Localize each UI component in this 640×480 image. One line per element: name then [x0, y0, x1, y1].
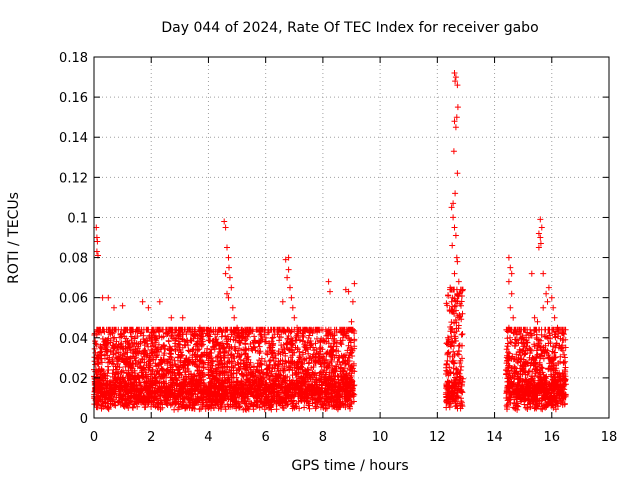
roti-series-points [91, 70, 569, 413]
x-tick-label: 4 [204, 430, 212, 445]
y-tick-label: 0.16 [59, 91, 88, 106]
axis-ticks: 0 0.02 0.04 0.06 0.08 0.1 0.12 0.14 0.16 0.18 0 2 4 6… [59, 51, 617, 445]
x-tick-label: 6 [262, 430, 270, 445]
x-axis-label: GPS time / hours [291, 458, 408, 474]
y-tick-label: 0.1 [67, 211, 88, 226]
x-tick-label: 12 [429, 430, 446, 445]
x-tick-label: 8 [319, 430, 327, 445]
y-tick-label: 0 [80, 412, 88, 427]
y-tick-label: 0.08 [59, 252, 88, 267]
x-tick-label: 14 [486, 430, 503, 445]
x-tick-label: 10 [372, 430, 389, 445]
y-tick-label: 0.14 [59, 131, 88, 146]
x-tick-label: 18 [601, 430, 618, 445]
y-tick-label: 0.18 [59, 51, 88, 66]
y-tick-label: 0.06 [59, 292, 88, 307]
chart-title: Day 044 of 2024, Rate Of TEC Index for r… [161, 20, 538, 36]
x-tick-label: 0 [90, 430, 98, 445]
y-tick-label: 0.02 [59, 372, 88, 387]
y-tick-label: 0.04 [59, 332, 88, 347]
y-tick-label: 0.12 [59, 171, 88, 186]
data-points [91, 70, 569, 413]
plot-frame [93, 56, 610, 419]
y-axis-label: ROTI / TECUs [6, 192, 22, 284]
x-tick-label: 2 [147, 430, 155, 445]
grid [94, 57, 609, 418]
x-tick-label: 16 [544, 430, 561, 445]
